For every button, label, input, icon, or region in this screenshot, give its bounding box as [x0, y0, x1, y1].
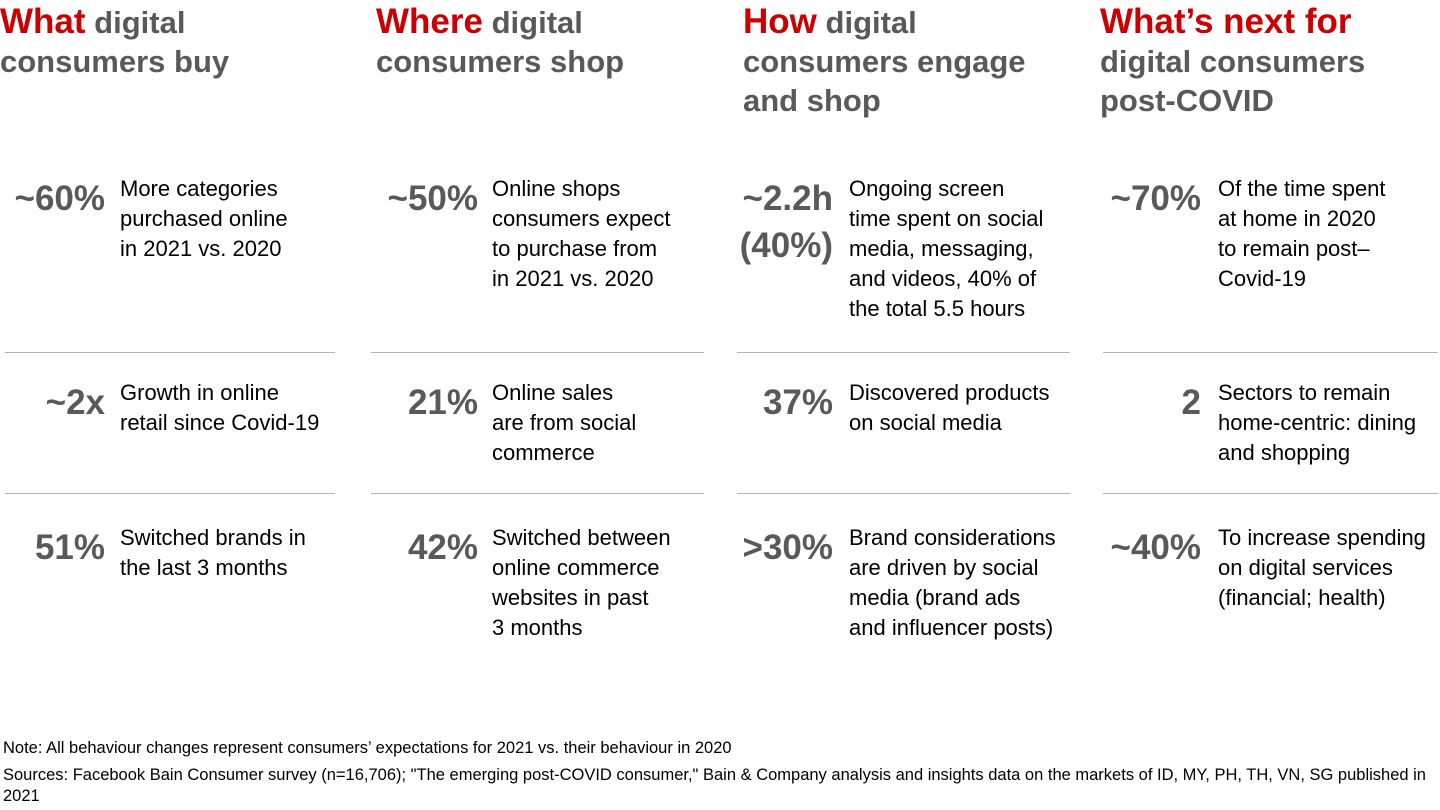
separator [5, 493, 335, 494]
heading-rest: digital consumers buy [0, 5, 230, 79]
heading-keyword: What [0, 2, 86, 41]
stat-figure: ~40% [1061, 524, 1202, 571]
stat-text: Ongoing screen time spent on social media,… [849, 174, 1043, 324]
text-line: Of the time spent [1218, 176, 1386, 201]
figure-line: ~60% [14, 179, 106, 218]
text-line: media (brand ads [849, 585, 1021, 610]
text-line: Ongoing screen [849, 176, 1005, 201]
heading-keyword: Where [376, 2, 483, 41]
separator [1103, 352, 1438, 353]
text-line: Switched brands in [120, 525, 306, 550]
heading-keyword: How [743, 2, 817, 41]
text-line: (financial; health) [1218, 585, 1386, 610]
text-line: at home in 2020 [1218, 206, 1376, 231]
text-line: commerce [492, 440, 595, 465]
stat-figure: ~60% [0, 175, 106, 222]
separator [737, 352, 1070, 353]
text-line: the last 3 months [120, 555, 288, 580]
text-line: home-centric: dining [1218, 410, 1417, 435]
stat-text: More categories purchased online in 2021 v… [120, 174, 288, 264]
text-line: the total 5.5 hours [849, 296, 1026, 321]
text-line: 3 months [492, 615, 583, 640]
heading-rest: digital consumers engage and shop [743, 5, 1026, 118]
text-line: To increase spending [1218, 525, 1426, 550]
stat-figure: ~2x [0, 379, 105, 426]
text-line: Brand considerations [849, 525, 1056, 550]
text-line: More categories [120, 176, 278, 201]
text-line: to remain post– [1218, 236, 1370, 261]
text-line: and influencer posts) [849, 615, 1054, 640]
heading-rest: digital consumers post-COVID [1100, 44, 1366, 118]
text-line: in 2021 vs. 2020 [492, 266, 654, 291]
figure-line: 2 [1181, 383, 1201, 422]
stat-text: Online shops consumers expect to purchase … [492, 174, 671, 294]
sources: Sources: Facebook Bain Consumer survey (… [3, 766, 1426, 805]
stat-text: Brand considerations are driven by social… [849, 523, 1056, 643]
figure-line: ~50% [387, 179, 479, 218]
figure-line: 51% [34, 528, 105, 567]
text-line: media, messaging, [849, 236, 1034, 261]
text-line: in 2021 vs. 2020 [120, 236, 282, 261]
separator [5, 352, 335, 353]
figure-line: >30% [742, 528, 834, 567]
text-line: Growth in online [120, 380, 279, 405]
text-line: and shopping [1218, 440, 1351, 465]
text-line: Online shops [492, 176, 621, 201]
text-line: on social media [849, 410, 1002, 435]
text-line: are from social [492, 410, 637, 435]
stat-figure: ~70% [1061, 175, 1202, 222]
figure-line: 21% [407, 383, 478, 422]
text-line: websites in past [492, 585, 649, 610]
text-line: Discovered products [849, 380, 1050, 405]
stat-figure: ~50% [338, 175, 479, 222]
text-line: Online sales [492, 380, 614, 405]
footnote: Note: All behaviour changes represent co… [3, 739, 732, 757]
text-line: on digital services [1218, 555, 1393, 580]
stat-figure: 42% [338, 524, 478, 571]
separator [1103, 493, 1438, 494]
stat-text: Discovered products on social media [849, 378, 1050, 438]
text-line: Sectors to remain [1218, 380, 1391, 405]
column-heading: What digital consumers buy [0, 2, 262, 81]
figure-line: ~2x [45, 383, 105, 422]
stat-figure: >30% [693, 524, 834, 571]
stat-figure: 37% [693, 379, 833, 426]
column-heading: How digital consumers engage and shop [743, 2, 1055, 120]
column-heading: What’s next for digital consumers post-C… [1100, 2, 1400, 120]
separator [371, 352, 704, 353]
stat-figure: 21% [338, 379, 478, 426]
stat-text: Online sales are from social commerce [492, 378, 636, 468]
stat-figure: 2 [1061, 379, 1201, 426]
figure-line: ~2.2h [742, 179, 833, 218]
column-heading: Where digital consumers shop [376, 2, 658, 81]
text-line: Switched between [492, 525, 671, 550]
stat-text: Switched brands in the last 3 months [120, 523, 306, 583]
figure-line: ~40% [1110, 528, 1202, 567]
stat-text: Sectors to remain home-centric: dining and… [1218, 378, 1416, 468]
text-line: to purchase from [492, 236, 658, 261]
text-line: purchased online [120, 206, 288, 231]
text-line: time spent on social [849, 206, 1044, 231]
stat-text: To increase spending on digital services (… [1218, 523, 1426, 613]
separator [371, 493, 704, 494]
stat-text: Growth in online retail since Covid-19 [120, 378, 319, 438]
text-line: online commerce [492, 555, 660, 580]
stat-text: Of the time spent at home in 2020 to remai… [1218, 174, 1386, 294]
figure-line: ~70% [1110, 179, 1202, 218]
figure-line: (40%) [739, 226, 833, 265]
stat-figure: ~2.2h (40%) [693, 175, 833, 269]
figure-line: 42% [407, 528, 478, 567]
text-line: are driven by social [849, 555, 1039, 580]
heading-keyword: What’s next for [1100, 2, 1352, 41]
text-line: Covid-19 [1218, 266, 1307, 291]
text-line: consumers expect [492, 206, 671, 231]
text-line: and videos, 40% of [849, 266, 1037, 291]
separator [737, 493, 1070, 494]
text-line: retail since Covid-19 [120, 410, 320, 435]
stat-text: Switched between online commerce websites … [492, 523, 671, 643]
figure-line: 37% [762, 383, 833, 422]
heading-rest: digital consumers shop [376, 5, 625, 79]
stat-figure: 51% [0, 524, 105, 571]
